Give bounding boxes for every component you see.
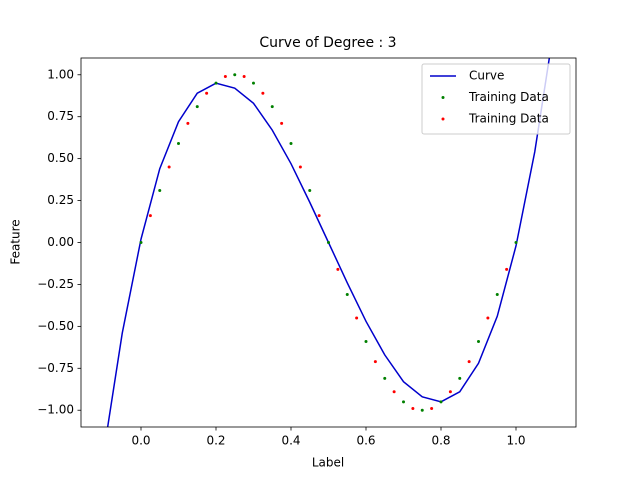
x-tick-label: 0.0 — [131, 434, 150, 448]
scatter-point — [373, 360, 377, 364]
scatter-point — [486, 316, 490, 320]
chart-title: Curve of Degree : 3 — [259, 35, 396, 51]
plot-area — [106, 58, 551, 427]
scatter-point — [327, 241, 330, 244]
scatter-point — [430, 407, 434, 411]
scatter-point — [336, 267, 340, 271]
scatter-point — [205, 91, 209, 95]
scatter-point — [214, 81, 218, 85]
scatter-point — [364, 339, 368, 343]
scatter-point — [383, 376, 387, 380]
scatter-point — [195, 105, 199, 109]
scatter-point — [505, 267, 509, 271]
scatter-point — [308, 189, 312, 193]
y-tick-label: 0.50 — [47, 151, 74, 165]
x-tick-label: 0.4 — [281, 434, 300, 448]
y-tick-label: 0.25 — [47, 193, 74, 207]
y-tick-label: 0.00 — [47, 235, 74, 249]
legend-label: Curve — [469, 69, 504, 83]
legend: Curve Training Data Training Data — [421, 63, 571, 135]
scatter-point — [355, 316, 359, 320]
scatter-point — [280, 121, 284, 125]
legend-label: Training Data — [468, 90, 549, 104]
scatter-point — [289, 142, 293, 146]
x-tick-label: 0.2 — [206, 434, 225, 448]
scatter-point — [439, 400, 443, 404]
scatter-point — [420, 408, 424, 412]
scatter-point — [467, 360, 471, 364]
scatter-point — [298, 165, 302, 169]
scatter-point — [345, 292, 349, 296]
legend-marker — [441, 117, 445, 121]
scatter-point — [392, 390, 396, 394]
scatter-point — [270, 105, 274, 109]
scatter-point — [495, 292, 499, 296]
y-tick-label: −0.50 — [37, 319, 74, 333]
scatter-point — [223, 74, 227, 78]
x-axis-label: Label — [312, 456, 344, 470]
scatter-point — [448, 390, 452, 394]
y-tick-label: 0.75 — [47, 109, 74, 123]
legend-label: Training Data — [468, 112, 549, 126]
scatter-point — [317, 214, 321, 218]
y-tick-label: −0.75 — [37, 361, 74, 375]
scatter-point — [242, 74, 246, 78]
scatter-point — [458, 376, 462, 380]
scatter-point — [148, 214, 152, 218]
y-tick-label: 1.00 — [47, 67, 74, 81]
scatter-point — [167, 165, 171, 169]
scatter-point — [411, 407, 415, 411]
y-tick-label: −1.00 — [37, 403, 74, 417]
y-tick-label: −0.25 — [37, 277, 74, 291]
scatter-point — [233, 73, 237, 77]
y-axis-label: Feature — [9, 219, 23, 264]
x-tick-label: 1.0 — [506, 434, 525, 448]
scatter-point — [252, 81, 255, 85]
scatter-point — [514, 241, 518, 244]
scatter-point — [477, 339, 480, 343]
scatter-point — [261, 91, 265, 95]
x-tick-label: 0.8 — [431, 434, 450, 448]
scatter-point — [139, 241, 143, 244]
x-tick-label: 0.6 — [356, 434, 375, 448]
legend-box — [421, 63, 571, 135]
scatter-point — [186, 121, 190, 125]
scatter-point — [402, 400, 405, 404]
legend-marker — [441, 96, 445, 99]
scatter-point — [158, 189, 162, 193]
scatter-point — [177, 142, 180, 146]
